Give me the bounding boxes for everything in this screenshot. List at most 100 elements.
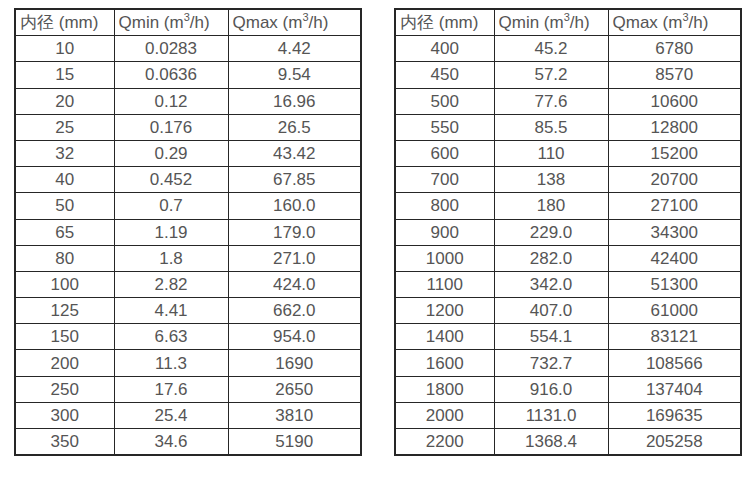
- header-qmax-post: /h): [689, 13, 709, 32]
- header-qmax-label: Qmax (m: [233, 13, 303, 32]
- cell-qmax: 169635: [608, 402, 741, 428]
- cell-diameter: 1200: [395, 298, 494, 324]
- cell-diameter: 1600: [395, 350, 494, 376]
- cell-qmin: 0.452: [114, 167, 228, 193]
- table-row: 400.45267.85: [15, 167, 361, 193]
- table-row: 70013820700: [395, 167, 741, 193]
- cell-qmin: 1368.4: [494, 429, 608, 456]
- cell-qmin: 916.0: [494, 376, 608, 402]
- table-row: 100.02834.42: [15, 36, 361, 62]
- cell-qmin: 6.63: [114, 324, 228, 350]
- cell-diameter: 250: [15, 376, 114, 402]
- cell-qmin: 34.6: [114, 429, 228, 456]
- cell-diameter: 65: [15, 219, 114, 245]
- flow-table-small-diameters: 内径 (mm) Qmin (m3/h) Qmax (m3/h) 100.0283…: [14, 8, 362, 456]
- table-row: 40045.26780: [395, 36, 741, 62]
- cell-qmax: 160.0: [228, 193, 361, 219]
- header-diameter-label: 内径 (mm): [400, 13, 478, 32]
- header-qmin-post: /h): [570, 13, 590, 32]
- header-diameter: 内径 (mm): [395, 9, 494, 36]
- cell-qmax: 271.0: [228, 245, 361, 271]
- cell-qmin: 180: [494, 193, 608, 219]
- table-row: 80018027100: [395, 193, 741, 219]
- cell-qmax: 1690: [228, 350, 361, 376]
- cell-diameter: 300: [15, 402, 114, 428]
- cell-diameter: 1400: [395, 324, 494, 350]
- table-row: 150.06369.54: [15, 62, 361, 88]
- cell-diameter: 25: [15, 114, 114, 140]
- cell-qmin: 57.2: [494, 62, 608, 88]
- cell-qmax: 108566: [608, 350, 741, 376]
- cell-diameter: 450: [395, 62, 494, 88]
- cell-qmax: 662.0: [228, 298, 361, 324]
- cell-diameter: 80: [15, 245, 114, 271]
- cell-qmax: 12800: [608, 114, 741, 140]
- cell-diameter: 2200: [395, 429, 494, 456]
- cell-diameter: 700: [395, 167, 494, 193]
- cell-qmax: 51300: [608, 271, 741, 297]
- table-row: 801.8271.0: [15, 245, 361, 271]
- cell-qmax: 424.0: [228, 271, 361, 297]
- table-row: 1100342.051300: [395, 271, 741, 297]
- header-diameter-label: 内径 (mm): [20, 13, 98, 32]
- cell-qmin: 229.0: [494, 219, 608, 245]
- table-row: 1254.41662.0: [15, 298, 361, 324]
- table-row: 1200407.061000: [395, 298, 741, 324]
- header-qmin-post: /h): [190, 13, 210, 32]
- cell-diameter: 2000: [395, 402, 494, 428]
- table-row: 500.7160.0: [15, 193, 361, 219]
- table-row: 20001131.0169635: [395, 402, 741, 428]
- cell-qmax: 9.54: [228, 62, 361, 88]
- cell-qmax: 6780: [608, 36, 741, 62]
- cell-qmin: 732.7: [494, 350, 608, 376]
- cell-qmin: 1131.0: [494, 402, 608, 428]
- table-row: 1506.63954.0: [15, 324, 361, 350]
- cell-qmax: 20700: [608, 167, 741, 193]
- cell-qmin: 282.0: [494, 245, 608, 271]
- cell-qmin: 1.8: [114, 245, 228, 271]
- cell-qmax: 137404: [608, 376, 741, 402]
- cell-qmin: 0.176: [114, 114, 228, 140]
- cell-diameter: 1100: [395, 271, 494, 297]
- flow-table-large-diameters: 内径 (mm) Qmin (m3/h) Qmax (m3/h) 40045.26…: [394, 8, 742, 456]
- header-diameter: 内径 (mm): [15, 9, 114, 36]
- cell-diameter: 200: [15, 350, 114, 376]
- cell-diameter: 20: [15, 88, 114, 114]
- cell-diameter: 40: [15, 167, 114, 193]
- cell-qmin: 45.2: [494, 36, 608, 62]
- cell-qmin: 4.41: [114, 298, 228, 324]
- cell-qmin: 11.3: [114, 350, 228, 376]
- cell-qmin: 110: [494, 140, 608, 166]
- cell-qmin: 25.4: [114, 402, 228, 428]
- table-row: 1002.82424.0: [15, 271, 361, 297]
- cell-diameter: 500: [395, 88, 494, 114]
- table-row: 60011015200: [395, 140, 741, 166]
- table-row: 50077.610600: [395, 88, 741, 114]
- cell-qmax: 42400: [608, 245, 741, 271]
- cell-qmin: 554.1: [494, 324, 608, 350]
- header-qmax: Qmax (m3/h): [228, 9, 361, 36]
- header-row: 内径 (mm) Qmin (m3/h) Qmax (m3/h): [395, 9, 741, 36]
- cell-qmax: 179.0: [228, 219, 361, 245]
- cell-diameter: 800: [395, 193, 494, 219]
- cell-diameter: 125: [15, 298, 114, 324]
- cell-diameter: 600: [395, 140, 494, 166]
- cell-diameter: 900: [395, 219, 494, 245]
- cell-qmax: 43.42: [228, 140, 361, 166]
- table-row: 1400554.183121: [395, 324, 741, 350]
- cell-diameter: 1800: [395, 376, 494, 402]
- cell-qmin: 407.0: [494, 298, 608, 324]
- cell-qmax: 8570: [608, 62, 741, 88]
- cell-qmin: 0.7: [114, 193, 228, 219]
- cell-diameter: 550: [395, 114, 494, 140]
- cell-qmax: 2650: [228, 376, 361, 402]
- cell-qmin: 17.6: [114, 376, 228, 402]
- header-qmin: Qmin (m3/h): [114, 9, 228, 36]
- cell-diameter: 150: [15, 324, 114, 350]
- cell-qmin: 85.5: [494, 114, 608, 140]
- header-qmin: Qmin (m3/h): [494, 9, 608, 36]
- table-row: 25017.62650: [15, 376, 361, 402]
- cell-diameter: 10: [15, 36, 114, 62]
- table-row: 1000282.042400: [395, 245, 741, 271]
- cell-diameter: 350: [15, 429, 114, 456]
